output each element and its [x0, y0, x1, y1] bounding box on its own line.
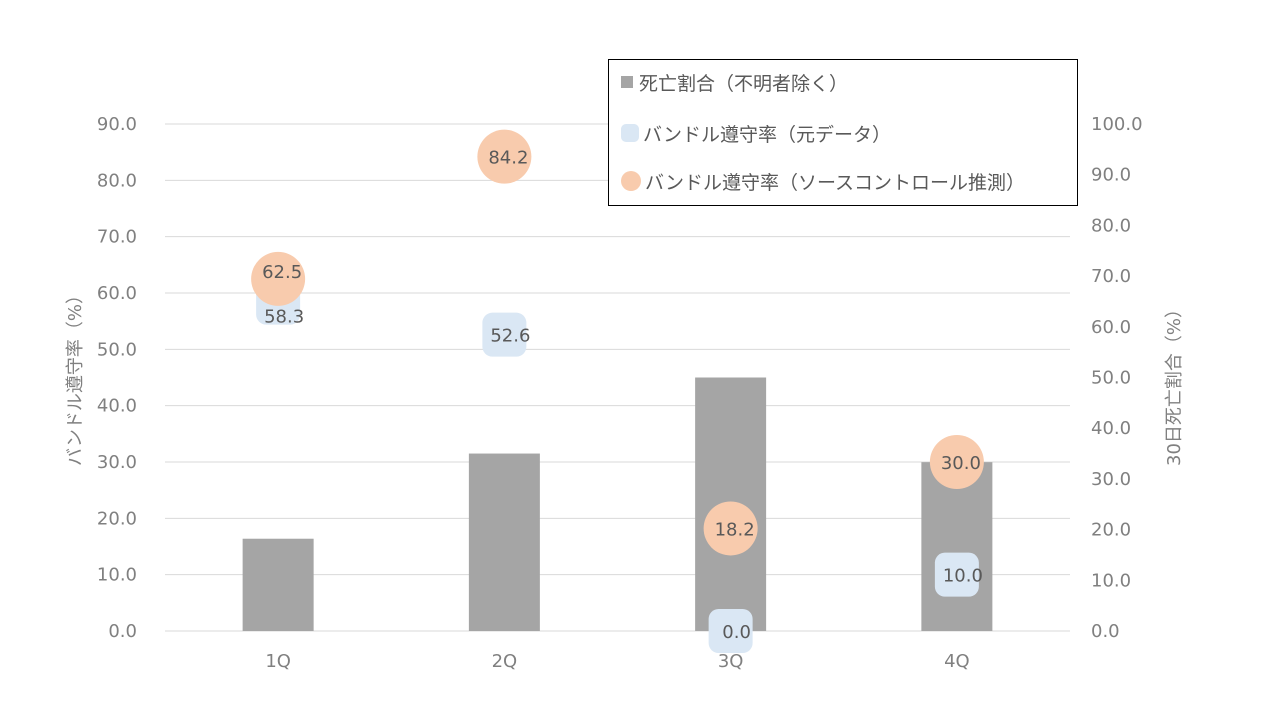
- right-tick-label: 10.0: [1091, 570, 1131, 591]
- data-label: 18.2: [715, 519, 755, 540]
- right-tick-label: 40.0: [1091, 418, 1131, 439]
- square-marker: [934, 552, 979, 597]
- legend-item-estimated: バンドル遵守率（ソースコントロール推測）: [621, 169, 1026, 194]
- left-tick-label: 40.0: [97, 396, 137, 417]
- x-tick-label: 4Q: [944, 651, 970, 672]
- left-tick-label: 60.0: [97, 283, 137, 304]
- data-label: 10.0: [943, 566, 983, 587]
- square-marker: [708, 609, 753, 653]
- left-tick-label: 90.0: [97, 114, 137, 135]
- right-tick-label: 0.0: [1091, 621, 1120, 642]
- legend-swatch-circle: [621, 171, 641, 191]
- legend-item-original: バンドル遵守率（元データ）: [621, 121, 891, 146]
- data-labels: 58.3 52.6 0.0 10.0 62.5 84.2 18.2 30.0: [262, 148, 983, 643]
- legend-label: バンドル遵守率（元データ）: [643, 123, 891, 146]
- right-tick-label: 100.0: [1091, 114, 1143, 135]
- left-tick-label: 70.0: [97, 227, 137, 248]
- right-tick-label: 90.0: [1091, 165, 1131, 186]
- right-axis-ticks: 0.0 10.0 20.0 30.0 40.0 50.0 60.0 70.0 80.0 90.0 1…: [1091, 114, 1143, 642]
- original-data-series: [256, 280, 979, 653]
- x-tick-label: 3Q: [718, 651, 744, 672]
- x-axis-ticks: 1Q 2Q 3Q 4Q: [265, 651, 969, 672]
- circle-marker: [251, 251, 306, 306]
- legend-swatch-bar: [621, 76, 633, 88]
- square-marker: [482, 312, 527, 357]
- left-axis-ticks: 0.0 10.0 20.0 30.0 40.0 50.0 60.0 70.0 80.0 90.0: [97, 114, 137, 642]
- data-label: 52.6: [490, 326, 530, 347]
- right-tick-label: 60.0: [1091, 317, 1131, 338]
- data-label: 84.2: [488, 148, 528, 169]
- left-tick-label: 30.0: [97, 452, 137, 473]
- legend-label: バンドル遵守率（ソースコントロール推測）: [645, 171, 1026, 194]
- circle-marker: [929, 435, 984, 489]
- x-tick-label: 1Q: [265, 651, 291, 672]
- data-label: 58.3: [264, 307, 304, 328]
- right-tick-label: 20.0: [1091, 520, 1131, 541]
- circle-marker: [703, 501, 758, 556]
- right-tick-label: 70.0: [1091, 266, 1131, 287]
- estimated-series: [251, 129, 984, 556]
- legend: 死亡割合（不明者除く） バンドル遵守率（元データ） バンドル遵守率（ソースコント…: [608, 59, 1078, 206]
- data-label: 62.5: [262, 262, 302, 283]
- legend-item-death-rate: 死亡割合（不明者除く）: [621, 70, 849, 95]
- bar: [468, 453, 540, 631]
- data-label: 30.0: [941, 453, 981, 474]
- bar: [242, 538, 314, 631]
- left-axis-title: バンドル遵守率（%）: [65, 286, 86, 466]
- legend-swatch-square: [621, 124, 639, 142]
- left-tick-label: 10.0: [97, 565, 137, 586]
- left-tick-label: 50.0: [97, 339, 137, 360]
- bar: [921, 462, 993, 631]
- left-tick-label: 0.0: [108, 621, 137, 642]
- left-tick-label: 20.0: [97, 508, 137, 529]
- bar-series: [242, 377, 993, 631]
- left-tick-label: 80.0: [97, 170, 137, 191]
- circle-marker: [477, 129, 532, 184]
- right-axis-title: 30日死亡割合（%）: [1164, 300, 1185, 466]
- right-tick-label: 50.0: [1091, 368, 1131, 389]
- data-label: 0.0: [722, 622, 751, 643]
- x-tick-label: 2Q: [492, 651, 518, 672]
- legend-label: 死亡割合（不明者除く）: [639, 72, 849, 95]
- right-tick-label: 80.0: [1091, 215, 1131, 236]
- right-tick-label: 30.0: [1091, 469, 1131, 490]
